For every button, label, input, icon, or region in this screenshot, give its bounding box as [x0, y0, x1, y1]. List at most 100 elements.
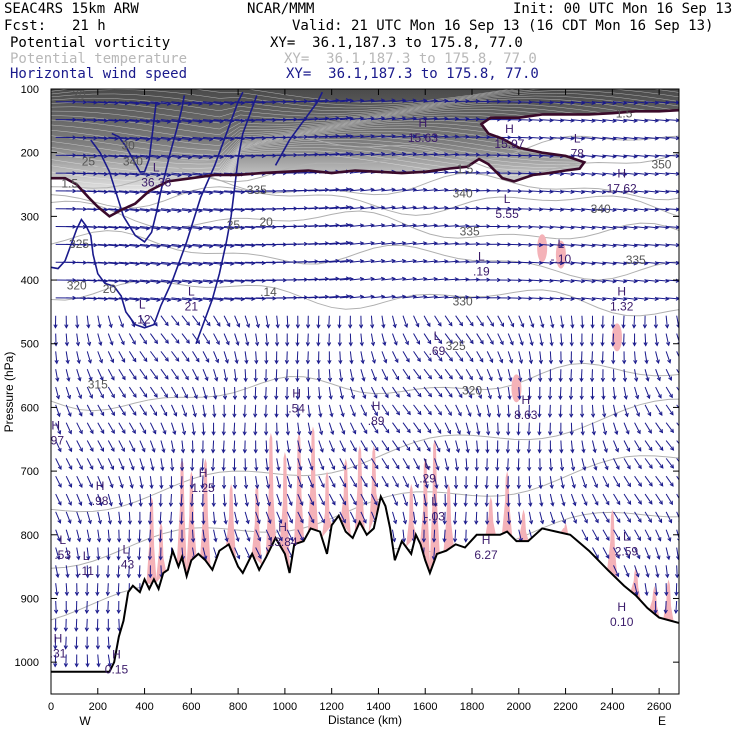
- wind-vector: [286, 529, 293, 541]
- wind-vector-head: [107, 662, 112, 668]
- wind-vector-head: [590, 342, 595, 347]
- wind-vector-head: [296, 431, 302, 436]
- wind-vector: [454, 511, 457, 524]
- wind-vector: [65, 458, 73, 470]
- wind-vector: [149, 404, 157, 416]
- wind-vector-head: [64, 591, 69, 597]
- contour-label: 325: [69, 237, 89, 251]
- wind-vector-head: [257, 554, 262, 560]
- wind-vector: [465, 386, 472, 398]
- contour-label: 320: [462, 384, 482, 398]
- wind-vector: [591, 458, 597, 470]
- wind-vector-head: [96, 538, 102, 543]
- x-tick-label: 1400: [366, 701, 390, 713]
- wind-vector-head: [417, 392, 422, 398]
- wind-vector: [434, 404, 442, 416]
- wind-vector: [455, 225, 469, 228]
- wind-vector: [202, 369, 209, 381]
- wind-vector-head: [328, 395, 333, 400]
- wind-vector: [118, 404, 126, 416]
- wind-vector: [160, 440, 165, 453]
- y-tick-label: 700: [21, 466, 39, 478]
- wind-vector: [613, 208, 627, 211]
- wind-vector-head: [117, 520, 122, 525]
- wind-vector: [86, 333, 91, 346]
- wind-vector: [424, 278, 438, 281]
- wind-vector-head: [278, 519, 283, 524]
- wind-vector: [634, 190, 648, 193]
- wind-vector-head: [393, 341, 398, 346]
- wind-vector-head: [438, 339, 443, 345]
- wind-vector: [181, 297, 202, 301]
- wind-vector: [613, 279, 627, 283]
- wind-vector: [97, 136, 118, 140]
- wind-vector: [212, 458, 215, 471]
- wind-vector: [486, 333, 494, 345]
- wind-vector: [339, 260, 353, 263]
- wind-vector-head: [109, 483, 114, 489]
- wind-vector: [486, 386, 492, 399]
- wind-vector: [329, 295, 350, 299]
- wind-vector: [139, 422, 146, 434]
- wind-vector: [160, 261, 181, 266]
- wind-vector: [86, 600, 88, 614]
- wind-vector-head: [236, 323, 241, 328]
- wind-vector-head: [508, 377, 513, 382]
- wind-vector: [381, 404, 389, 416]
- wind-vector-head: [401, 538, 407, 543]
- wind-vector-head: [192, 412, 197, 418]
- wind-vector: [118, 101, 139, 105]
- wind-vector-head: [87, 359, 92, 364]
- wind-vector-head: [242, 431, 247, 436]
- wind-vector: [318, 153, 339, 156]
- wind-vector: [76, 547, 80, 560]
- wind-vector: [107, 386, 115, 398]
- wind-vector-head: [442, 520, 447, 525]
- wind-vector-head: [385, 464, 389, 470]
- wind-vector: [192, 279, 213, 283]
- wind-vector: [286, 315, 289, 328]
- wind-vector-head: [670, 446, 675, 451]
- wind-vector: [528, 493, 532, 507]
- wind-vector-head: [352, 501, 357, 506]
- wind-vector: [65, 583, 68, 596]
- wind-vector: [201, 458, 204, 471]
- contour-label: 325: [446, 339, 466, 353]
- extremum-value: 2.59: [615, 545, 639, 559]
- wind-vector: [308, 242, 329, 245]
- wind-vector: [350, 117, 364, 121]
- wind-vector: [381, 99, 395, 103]
- wind-vector: [360, 511, 367, 523]
- wind-vector: [181, 333, 190, 344]
- wind-vector: [581, 315, 584, 328]
- wind-vector-head: [53, 324, 58, 329]
- wind-vector: [244, 404, 246, 417]
- fcst-value: 21 h: [72, 18, 106, 34]
- wind-vector-head: [351, 412, 356, 417]
- wind-vector: [360, 117, 374, 121]
- wind-vector-head: [55, 377, 60, 383]
- wind-vector-head: [395, 393, 400, 398]
- wind-vector-head: [362, 412, 367, 417]
- wind-vector: [160, 422, 166, 435]
- wind-vector: [402, 475, 409, 488]
- wind-vector: [371, 117, 385, 121]
- wind-vector-head: [540, 323, 545, 329]
- wind-vector-head: [647, 536, 652, 542]
- wind-vector: [170, 511, 172, 524]
- wind-vector-head: [417, 375, 422, 380]
- extremum-value: 8.63: [514, 408, 538, 422]
- wind-vector-head: [330, 430, 335, 436]
- wind-vector: [86, 386, 93, 399]
- wind-vector: [149, 386, 158, 398]
- wind-vector: [297, 493, 304, 506]
- wind-vector-head: [475, 449, 480, 454]
- wind-vector: [149, 458, 154, 471]
- wind-vector-head: [288, 501, 293, 507]
- wind-vector: [602, 261, 616, 265]
- wind-vector: [350, 260, 364, 263]
- wind-vector: [413, 135, 427, 138]
- wind-vector: [339, 440, 346, 452]
- wind-vector: [676, 386, 679, 392]
- extremum-kind: L: [424, 456, 431, 470]
